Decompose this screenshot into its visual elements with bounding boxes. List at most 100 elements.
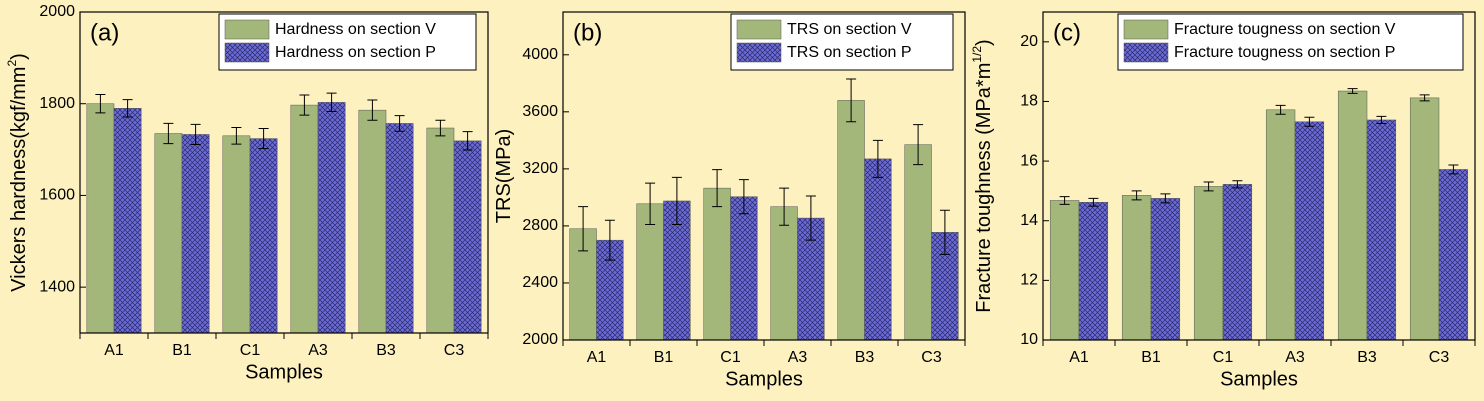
x-tick-label: A3 (1285, 349, 1305, 366)
error-bar (671, 176, 682, 225)
error-bar (1419, 94, 1430, 102)
y-axis-label: Fracture toughness (MPa*m1/2) (970, 39, 995, 312)
bar (113, 108, 142, 334)
bar (453, 140, 482, 334)
error-bar (163, 122, 174, 145)
y-tick-label: 18 (1020, 93, 1038, 110)
error-bar (805, 195, 816, 241)
plot-frame (562, 11, 966, 341)
error-bar (95, 94, 106, 114)
error-bar (738, 179, 749, 215)
legend-label: TRS on section P (787, 44, 912, 61)
x-tick-label: A1 (104, 342, 124, 359)
y-tick-label: 1400 (39, 278, 75, 295)
x-axis-label: Samples (245, 361, 323, 383)
y-tick-label: 10 (1020, 331, 1038, 348)
error-bar (1088, 197, 1099, 207)
x-axis-label: Samples (725, 368, 803, 390)
error-bar (578, 206, 589, 252)
x-tick-label: B1 (654, 349, 674, 366)
y-tick-label: 2000 (39, 3, 75, 20)
legend-swatch (1123, 42, 1169, 63)
bar (904, 144, 932, 341)
error-bar (712, 169, 723, 208)
bar (1049, 200, 1080, 341)
x-tick-label: B3 (376, 342, 396, 359)
error-bar (258, 127, 269, 150)
x-tick-label: C1 (720, 349, 741, 366)
bar (249, 138, 278, 334)
panel-label: (c) (1053, 19, 1081, 46)
y-tick-label: 14 (1020, 212, 1038, 229)
error-bar (846, 78, 857, 123)
y-tick-label: 2400 (522, 274, 558, 291)
x-tick-label: A3 (788, 349, 808, 366)
legend-label: TRS on section V (787, 21, 912, 38)
error-bar (1304, 116, 1315, 127)
bar (1438, 169, 1469, 341)
legend-swatch (1123, 19, 1169, 40)
legend-label: Fracture tougness on section P (1174, 44, 1395, 61)
legend-swatch (736, 42, 782, 63)
panel-label: (b) (573, 19, 602, 46)
bar (1265, 109, 1296, 341)
error-bar (1131, 190, 1142, 201)
plot-frame (79, 11, 489, 334)
error-bar (462, 131, 473, 151)
y-tick-label: 12 (1020, 272, 1038, 289)
bar (222, 135, 251, 334)
bar (1337, 90, 1368, 341)
bar (1193, 186, 1224, 341)
y-tick-label: 20 (1020, 33, 1038, 50)
x-tick-label: C3 (1429, 349, 1450, 366)
x-tick-label: B3 (855, 349, 875, 366)
bar (154, 133, 183, 334)
bar (1366, 119, 1397, 341)
error-bar (779, 187, 790, 226)
error-bar (1160, 193, 1171, 204)
x-tick-label: A3 (308, 342, 328, 359)
y-tick-label: 16 (1020, 152, 1038, 169)
error-bar (1275, 104, 1286, 115)
y-tick-label: 1800 (39, 95, 75, 112)
error-bar (1232, 180, 1243, 189)
bar (317, 102, 346, 334)
bar (1222, 184, 1253, 341)
error-bar (1203, 181, 1214, 192)
legend-label: Fracture tougness on section V (1174, 21, 1396, 38)
x-axis-label: Samples (1220, 368, 1298, 390)
error-bar (913, 124, 924, 166)
bar (1078, 201, 1109, 341)
legend-label: Hardness on section V (275, 21, 436, 38)
x-tick-label: C3 (921, 349, 942, 366)
bar (770, 206, 798, 341)
error-bar (939, 209, 950, 255)
y-axis-label: TRS(MPa) (493, 129, 515, 223)
x-tick-label: A1 (1069, 349, 1089, 366)
error-bar (1059, 196, 1070, 205)
legend-box (1117, 13, 1464, 71)
x-tick-label: C1 (1213, 349, 1234, 366)
y-tick-label: 3600 (522, 103, 558, 120)
error-bar (190, 123, 201, 146)
bar (1409, 97, 1440, 341)
y-tick-label: 2800 (522, 217, 558, 234)
error-bar (1347, 88, 1358, 94)
y-tick-label: 3200 (522, 160, 558, 177)
error-bar (299, 94, 310, 116)
x-tick-label: B1 (1141, 349, 1161, 366)
error-bar (604, 219, 615, 261)
bar (837, 100, 865, 341)
error-bar (435, 119, 446, 137)
bar (1294, 121, 1325, 341)
legend-swatch (736, 19, 782, 40)
bar (864, 158, 892, 341)
bar (358, 109, 387, 334)
y-tick-label: 2000 (522, 331, 558, 348)
plot-frame (1042, 11, 1476, 341)
y-axis-label: Vickers hardness(kgf/mm2) (5, 53, 30, 292)
error-bar (1376, 115, 1387, 125)
x-tick-label: C1 (240, 342, 261, 359)
bar (426, 127, 455, 334)
panel-label: (a) (90, 19, 119, 46)
